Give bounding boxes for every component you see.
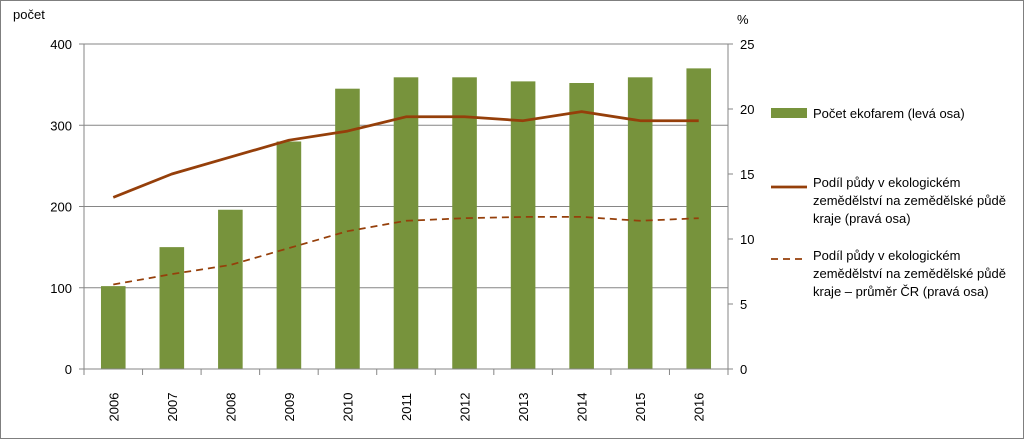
series-line xyxy=(112,110,699,199)
x-tick-label: 2006 xyxy=(106,393,121,422)
bar-layer xyxy=(100,68,712,369)
bar xyxy=(627,77,653,369)
right-tick-label: 10 xyxy=(740,232,754,247)
left-tick-label: 200 xyxy=(50,200,72,215)
right-tick-label: 0 xyxy=(740,362,747,377)
x-tick-label: 2007 xyxy=(165,393,180,422)
legend-label: Podíl půdy v ekologickém xyxy=(813,175,960,190)
legend-label: kraje – průměr ČR (pravá osa) xyxy=(813,284,989,299)
legend-label: kraje (pravá osa) xyxy=(813,211,911,226)
bar xyxy=(393,77,419,369)
legend-label: Počet ekofarem (levá osa) xyxy=(813,106,965,121)
right-tick-label: 5 xyxy=(740,297,747,312)
legend-label: Podíl půdy v ekologickém xyxy=(813,248,960,263)
x-tick-label: 2015 xyxy=(633,393,648,422)
bar xyxy=(159,247,185,369)
bar xyxy=(452,77,477,369)
x-tick-label: 2009 xyxy=(282,393,297,422)
legend-swatch-bar xyxy=(771,108,807,118)
legend-label: zemědělství na zemědělské půdě xyxy=(813,193,1006,208)
x-tick-label: 2014 xyxy=(575,393,590,422)
x-tick-label: 2010 xyxy=(340,393,355,422)
bar xyxy=(100,286,126,369)
bar xyxy=(510,81,536,369)
series-line-dashed xyxy=(113,216,699,286)
left-axis-unit-label: počet xyxy=(13,7,45,22)
axis-layer: 0 100 200 300 400 0 5 10 15 20 25 2006 2007 2008 2009 2… xyxy=(50,37,754,421)
right-tick-label: 20 xyxy=(740,102,754,117)
line-layer xyxy=(112,110,699,286)
right-axis-unit-label: % xyxy=(737,12,749,27)
legend-label: zemědělství na zemědělské půdě xyxy=(813,266,1006,281)
right-tick-label: 25 xyxy=(740,37,754,52)
bar xyxy=(276,141,302,369)
bar xyxy=(335,88,360,369)
bar xyxy=(569,83,594,369)
x-tick-label: 2008 xyxy=(223,393,238,422)
left-tick-label: 0 xyxy=(65,362,72,377)
x-tick-label: 2011 xyxy=(399,393,414,421)
x-tick-label: 2012 xyxy=(458,393,473,422)
left-tick-label: 400 xyxy=(50,37,72,52)
bar xyxy=(218,209,243,369)
x-tick-label: 2016 xyxy=(692,393,707,422)
left-tick-label: 100 xyxy=(50,281,72,296)
left-tick-label: 300 xyxy=(50,118,72,133)
legend: Počet ekofarem (levá osa) Podíl půdy v ek… xyxy=(771,106,1006,299)
x-tick-label: 2013 xyxy=(516,393,531,422)
right-tick-label: 15 xyxy=(740,167,754,182)
